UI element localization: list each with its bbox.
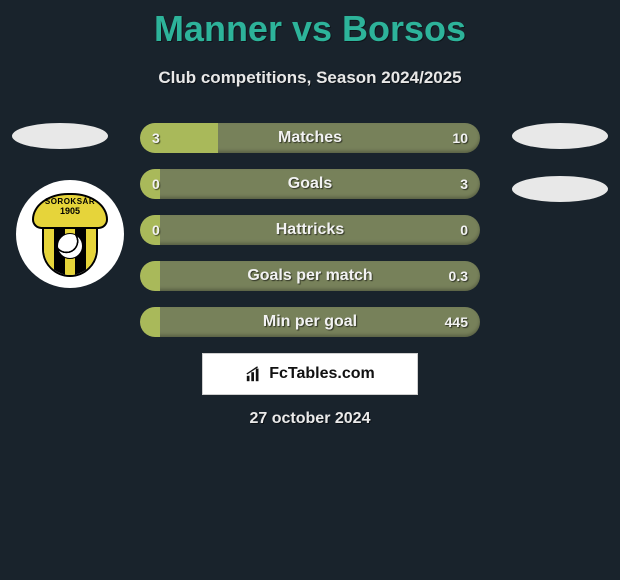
date-label: 27 october 2024 (0, 410, 620, 428)
bar-row: Min per goal 445 (140, 307, 480, 337)
badge-club-name: SOROKSÁR (34, 195, 106, 206)
badge-year: 1905 (34, 206, 106, 216)
player-left-placeholder (12, 123, 108, 149)
attribution-box: FcTables.com (202, 353, 418, 395)
comparison-bars: 3 Matches 10 0 Goals 3 0 Hattricks 0 Goa… (140, 123, 480, 353)
bar-value-right: 445 (445, 307, 468, 337)
attribution-text: FcTables.com (269, 365, 375, 383)
player-right-placeholder-2 (512, 176, 608, 202)
bar-row: Goals per match 0.3 (140, 261, 480, 291)
bar-value-right: 3 (460, 169, 468, 199)
bar-row: 0 Hattricks 0 (140, 215, 480, 245)
soccer-ball-icon (57, 233, 83, 259)
bar-label: Goals (140, 169, 480, 199)
bar-value-right: 0.3 (449, 261, 468, 291)
subtitle: Club competitions, Season 2024/2025 (0, 68, 620, 88)
page-title: Manner vs Borsos (0, 0, 620, 50)
bar-row: 0 Goals 3 (140, 169, 480, 199)
bar-label: Matches (140, 123, 480, 153)
club-badge: SOROKSÁR 1905 (16, 180, 124, 288)
bar-label: Min per goal (140, 307, 480, 337)
bar-row: 3 Matches 10 (140, 123, 480, 153)
player-right-placeholder-1 (512, 123, 608, 149)
bar-label: Goals per match (140, 261, 480, 291)
bar-chart-icon (245, 365, 263, 383)
bar-label: Hattricks (140, 215, 480, 245)
bar-value-right: 0 (460, 215, 468, 245)
bar-value-right: 10 (452, 123, 468, 153)
